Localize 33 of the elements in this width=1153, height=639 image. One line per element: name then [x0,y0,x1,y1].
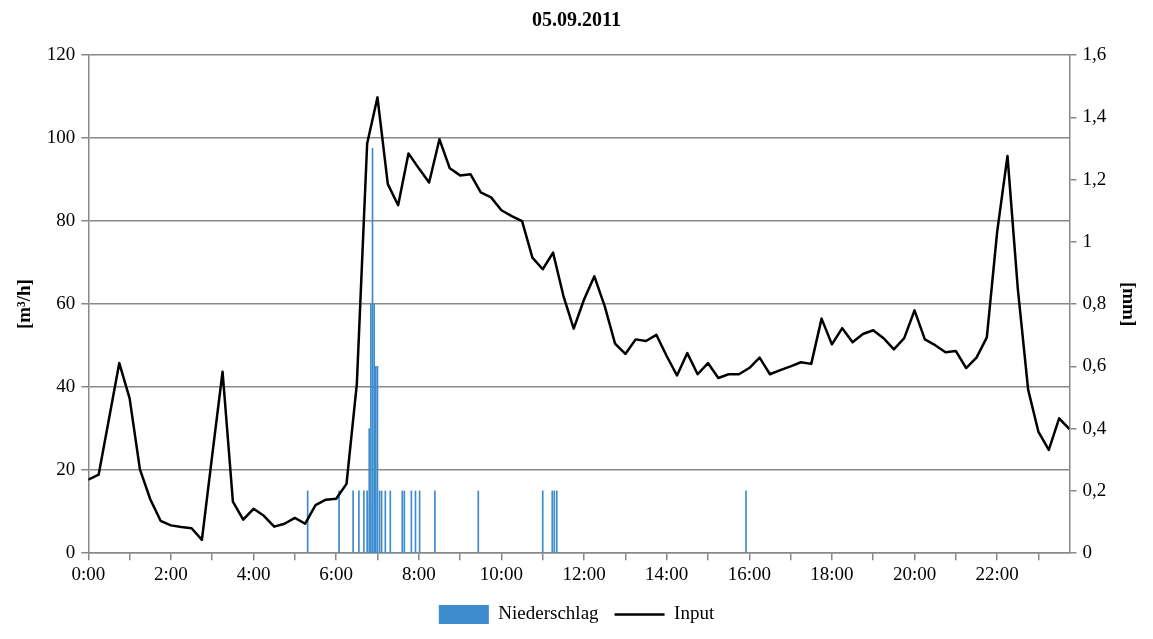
y2-tick-label: 0,6 [1082,354,1107,376]
y2-tick-label: 1,2 [1082,167,1107,189]
y-tick-label: 20 [56,458,76,480]
x-tick-label: 16:00 [727,562,771,584]
y2-tick-label: 1,4 [1082,105,1107,127]
x-tick-label: 22:00 [975,562,1019,584]
y2-tick-label: 0 [1082,541,1092,563]
legend-label: Niederschlag [498,602,600,624]
x-tick-label: 18:00 [810,562,854,584]
y2-tick-label: 0,2 [1082,478,1107,500]
x-tick-label: 14:00 [645,562,689,584]
legend-label: Input [674,602,715,624]
x-tick-label: 2:00 [154,562,188,584]
y-tick-label: 100 [46,126,76,148]
y-axis-title: [m³/h] [13,279,35,330]
x-tick-label: 10:00 [479,562,524,584]
y2-tick-label: 1,6 [1082,42,1107,64]
y-tick-label: 40 [56,375,76,397]
y2-axis-title: [mm] [1118,281,1140,327]
x-tick-label: 8:00 [401,562,436,584]
y-tick-label: 80 [56,209,76,231]
x-tick-label: 12:00 [562,562,606,584]
x-tick-label: 0:00 [71,562,106,584]
y2-tick-label: 0,8 [1082,292,1107,314]
x-tick-label: 20:00 [892,562,937,584]
x-tick-label: 6:00 [319,562,354,584]
chart-title: 05.09.2011 [532,8,621,31]
y-tick-label: 0 [65,541,76,563]
y2-tick-label: 0,4 [1082,416,1107,438]
y-tick-label: 120 [46,42,76,64]
y2-tick-label: 1 [1082,229,1092,251]
x-tick-label: 4:00 [236,562,271,584]
y-tick-label: 60 [56,292,76,314]
